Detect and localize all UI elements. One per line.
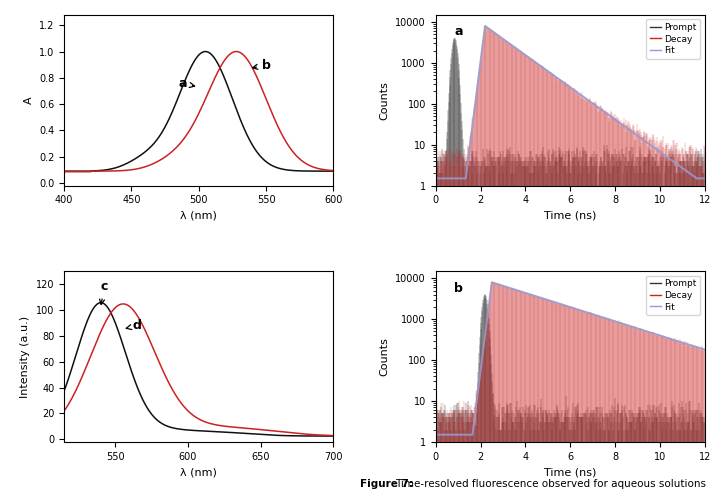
Legend: Prompt, Decay, Fit: Prompt, Decay, Fit	[646, 19, 701, 59]
Text: b: b	[454, 281, 464, 295]
X-axis label: λ (nm): λ (nm)	[180, 211, 217, 221]
Text: Figure 7:: Figure 7:	[360, 479, 417, 489]
Text: b: b	[253, 58, 271, 72]
Y-axis label: Counts: Counts	[379, 337, 389, 376]
Text: a: a	[454, 25, 463, 38]
Text: a: a	[179, 77, 194, 90]
Text: c: c	[100, 280, 108, 304]
Text: d: d	[126, 319, 142, 332]
X-axis label: Time (ns): Time (ns)	[544, 467, 597, 477]
X-axis label: Time (ns): Time (ns)	[544, 211, 597, 221]
Y-axis label: A: A	[23, 96, 33, 104]
Legend: Prompt, Decay, Fit: Prompt, Decay, Fit	[646, 275, 701, 315]
Text: Time-resolved fluorescence observed for aqueous solutions: Time-resolved fluorescence observed for …	[395, 479, 706, 489]
Y-axis label: Counts: Counts	[379, 81, 389, 120]
Y-axis label: Intensity (a.u.): Intensity (a.u.)	[21, 315, 31, 398]
X-axis label: λ (nm): λ (nm)	[180, 467, 217, 477]
